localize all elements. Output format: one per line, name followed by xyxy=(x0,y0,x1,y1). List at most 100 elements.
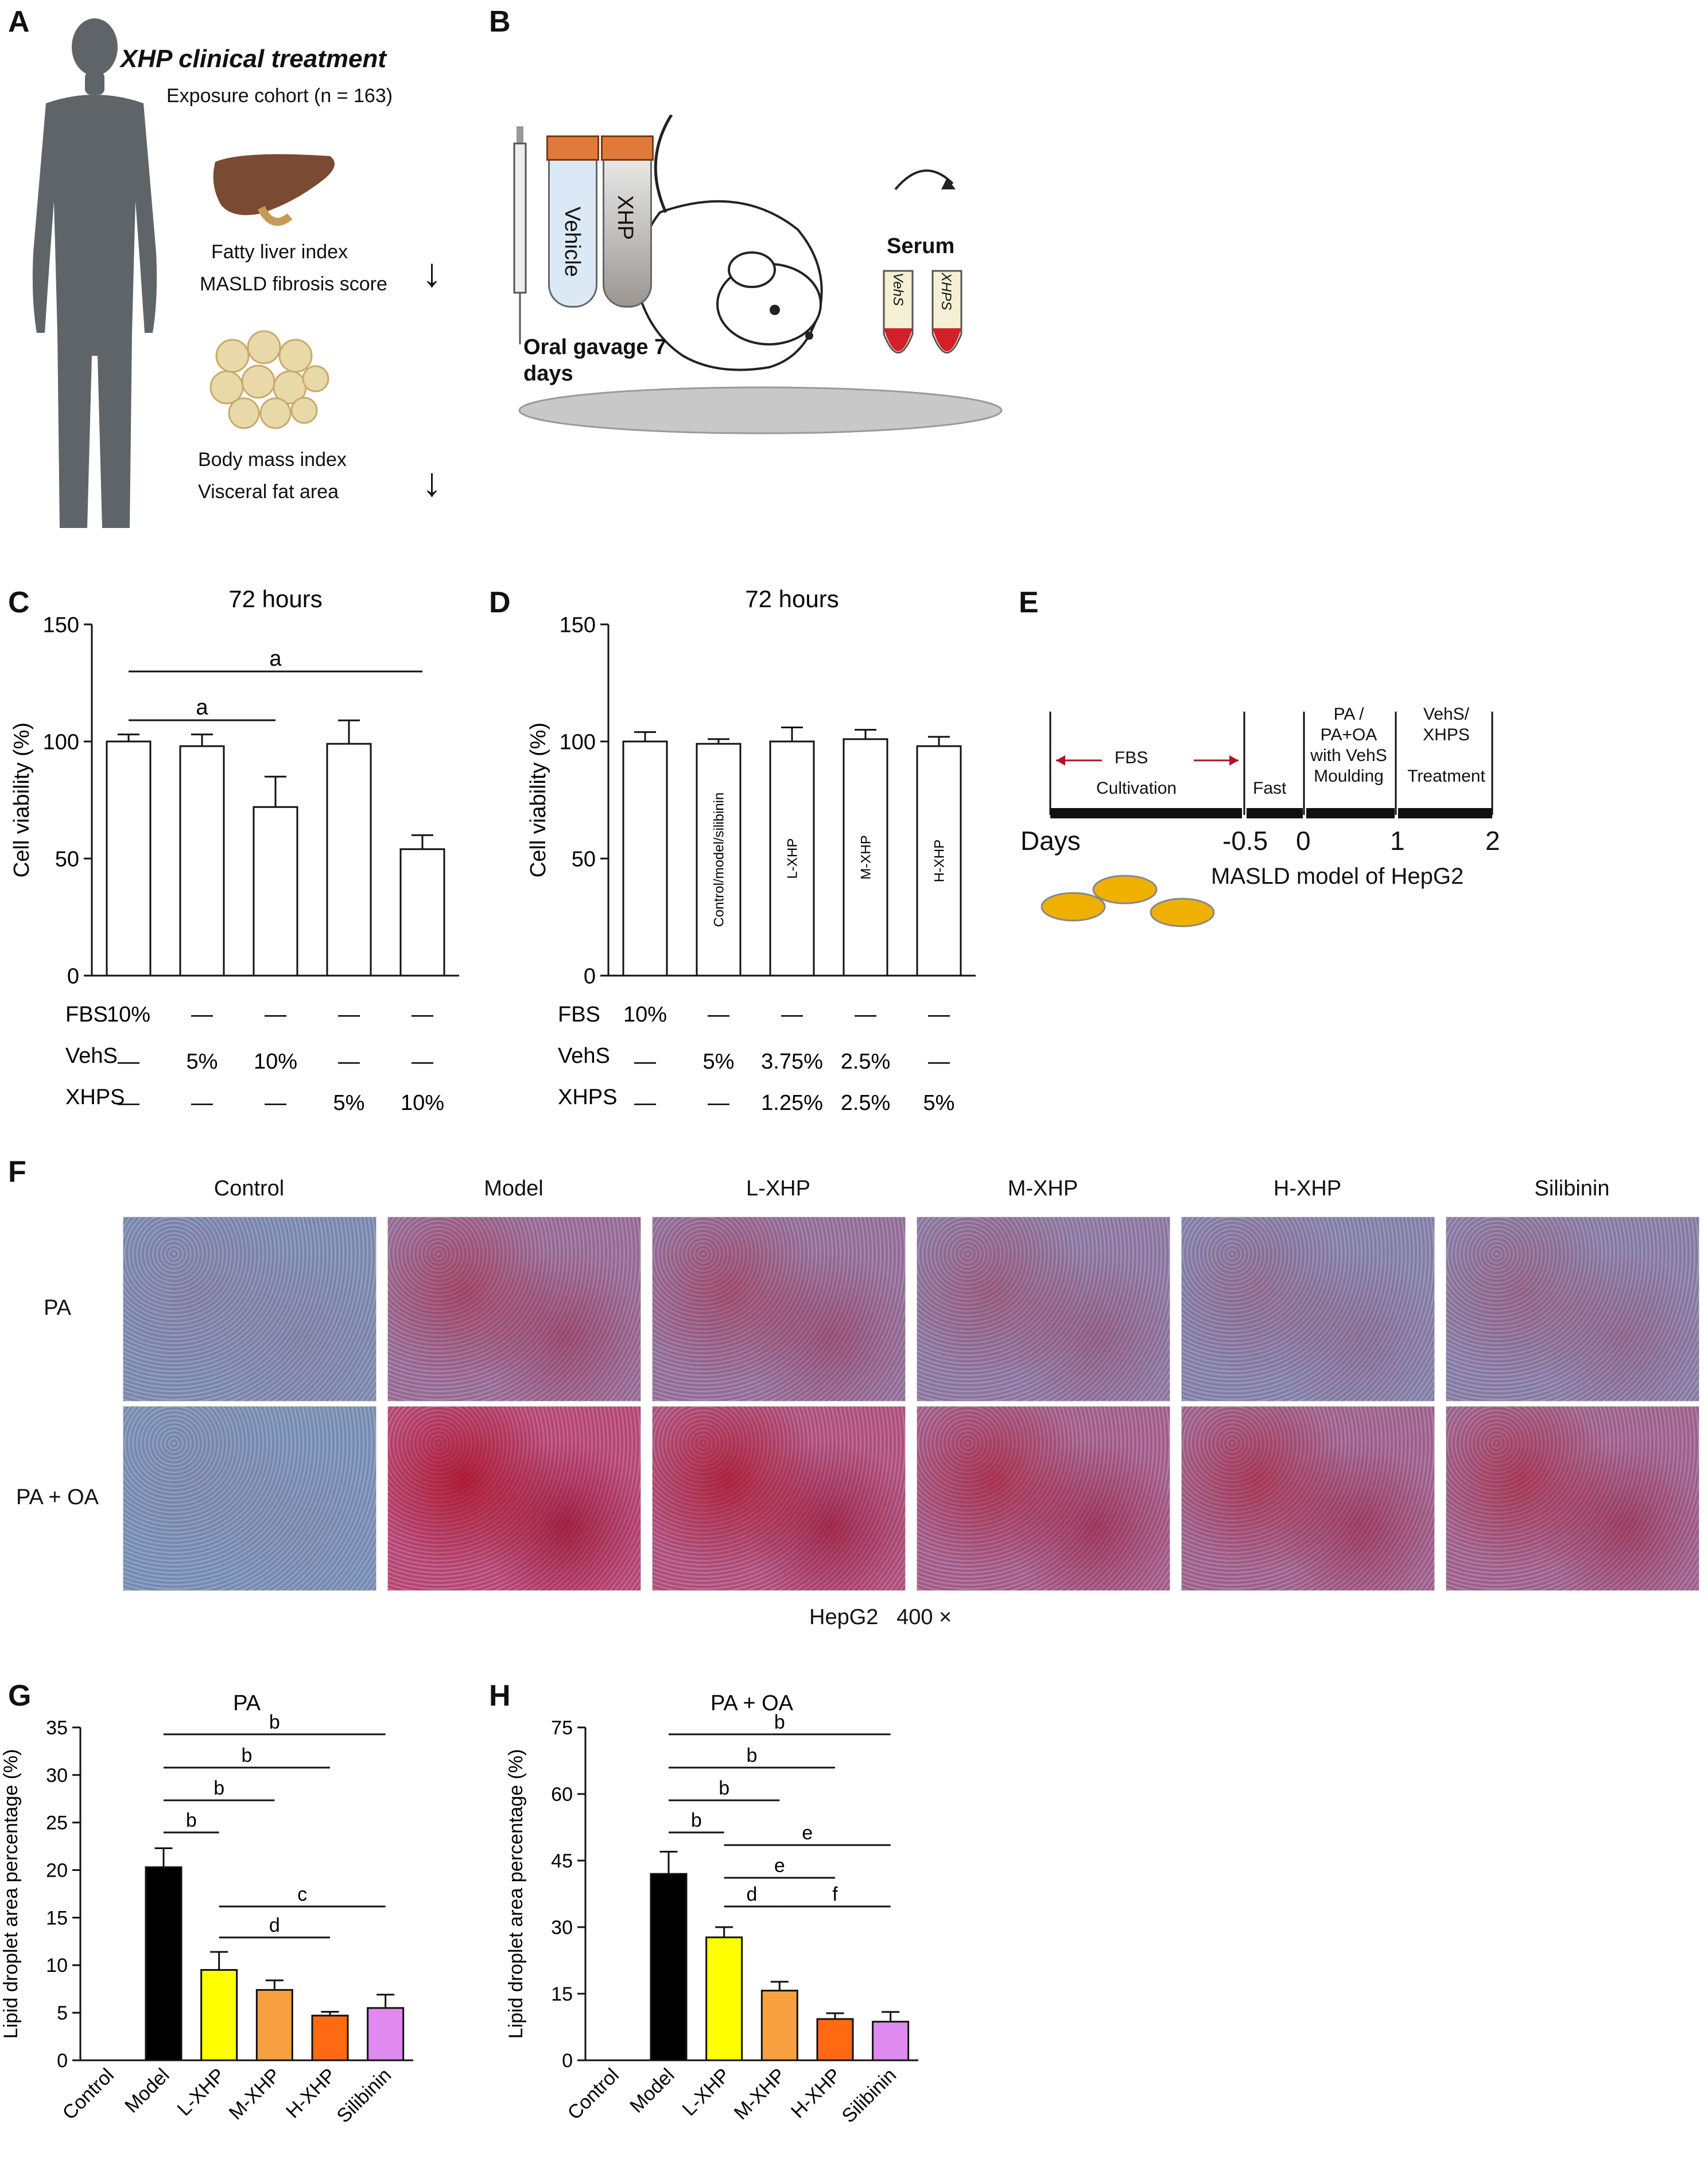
significance-label: a xyxy=(269,647,282,671)
significance-label: b xyxy=(186,1809,197,1831)
y-tick-label: 100 xyxy=(560,730,596,754)
timeline-pa-1: PA / xyxy=(1333,705,1364,724)
bar xyxy=(106,740,152,977)
y-tick-label: 150 xyxy=(560,613,596,637)
timeline-veh-3: Treatment xyxy=(1407,767,1485,786)
table-cell: 2.5% xyxy=(841,1091,891,1115)
timeline-fbs: FBS xyxy=(1115,748,1148,767)
table-cell: 10% xyxy=(623,1003,667,1027)
timeline-cultivation: Cultivation xyxy=(1096,779,1177,798)
table-cell: — xyxy=(412,1050,433,1074)
micrograph-image xyxy=(917,1217,1170,1401)
fat-line-2: Visceral fat area xyxy=(198,481,339,503)
table-cell: 10% xyxy=(401,1091,444,1115)
human-silhouette xyxy=(32,18,157,528)
significance-label: d xyxy=(269,1915,280,1936)
table-cell: — xyxy=(118,1050,139,1074)
bar-label: H-XHP xyxy=(931,840,947,883)
category-label: Model xyxy=(626,2064,678,2117)
row-header: XHPS xyxy=(65,1085,125,1109)
significance-label: b xyxy=(269,1711,280,1733)
timeline-model-label: MASLD model of HepG2 xyxy=(1211,864,1464,889)
xhp-tube xyxy=(603,138,652,308)
y-tick-label: 50 xyxy=(55,847,79,871)
y-tick-label: 50 xyxy=(572,847,596,871)
bar xyxy=(816,2018,854,2061)
micrograph-column-label: L-XHP xyxy=(746,1176,810,1201)
bar xyxy=(399,848,445,977)
y-axis-label: Cell viability (%) xyxy=(526,723,550,877)
y-tick-label: 75 xyxy=(551,1717,573,1739)
bar xyxy=(760,1990,798,2061)
table-cell: 10% xyxy=(254,1050,297,1074)
micrograph-image xyxy=(123,1406,376,1591)
y-tick-label: 10 xyxy=(46,1955,68,1977)
bar-label: L-XHP xyxy=(785,838,800,879)
micrograph-column-label: H-XHP xyxy=(1273,1176,1342,1201)
micrograph-image xyxy=(652,1406,906,1591)
chart-title: PA xyxy=(233,1691,261,1715)
significance-label: b xyxy=(719,1777,729,1799)
category-label: Model xyxy=(121,2064,173,2117)
table-cell: — xyxy=(118,1091,139,1115)
timeline-tick-neg05: -0.5 xyxy=(1222,826,1268,856)
category-label: H-XHP xyxy=(787,2064,845,2123)
xhp-tube-label: XHP xyxy=(613,195,637,240)
table-cell: 5% xyxy=(187,1050,218,1074)
table-cell: — xyxy=(855,1003,876,1027)
timeline-tick-1: 1 xyxy=(1390,826,1405,856)
vial-vehs-label: VehS xyxy=(890,273,906,306)
liver-icon xyxy=(213,154,335,226)
significance-label: b xyxy=(214,1777,224,1799)
bar xyxy=(179,745,225,977)
y-tick-label: 30 xyxy=(46,1765,68,1787)
chart-g: PA Lipid droplet area percentage (%) 0 5 10 1… xyxy=(0,1691,413,2127)
bar xyxy=(843,738,888,977)
micrograph-image xyxy=(1181,1406,1435,1591)
y-tick-label: 100 xyxy=(43,730,79,754)
xhp-tube-cap xyxy=(601,135,654,161)
panel-letter-e: E xyxy=(1019,586,1039,619)
table-cell: — xyxy=(928,1003,950,1027)
serum-vials xyxy=(883,270,962,354)
bar xyxy=(200,1969,238,2061)
y-tick-label: 0 xyxy=(57,2050,68,2072)
y-tick-label: 25 xyxy=(46,1812,68,1834)
category-label: Control xyxy=(59,2064,118,2124)
liver-line-2: MASLD fibrosis score xyxy=(200,273,387,295)
category-label: Control xyxy=(564,2064,623,2124)
significance-label: f xyxy=(832,1884,838,1905)
category-label: L-XHP xyxy=(678,2064,735,2121)
bar xyxy=(769,740,815,977)
row-header: FBS xyxy=(558,1003,600,1027)
micrograph-image xyxy=(387,1406,641,1591)
table-cell: — xyxy=(634,1091,656,1115)
bar xyxy=(705,1936,743,2061)
category-label: Silibinin xyxy=(333,2064,396,2127)
timeline-veh-1: VehS/ xyxy=(1423,705,1470,724)
y-axis-label: Lipid droplet area percentage (%) xyxy=(0,1749,22,2039)
micrograph-image xyxy=(652,1217,906,1401)
significance-label: b xyxy=(691,1809,702,1831)
panel-a-title: XHP clinical treatment xyxy=(121,45,386,73)
chart-h: PA + OA Lipid droplet area percentage (%)… xyxy=(505,1691,918,2127)
significance-label: c xyxy=(297,1884,307,1905)
liver-line-1: Fatty liver index xyxy=(211,241,348,263)
row-header: FBS xyxy=(65,1003,108,1027)
row-header: XHPS xyxy=(558,1085,617,1109)
y-tick-label: 60 xyxy=(551,1784,573,1805)
vial-xhps-label: XHPS xyxy=(938,273,954,310)
significance-label: b xyxy=(242,1745,253,1766)
vehicle-tube xyxy=(548,138,597,308)
y-tick-label: 5 xyxy=(57,2002,68,2024)
category-label: M-XHP xyxy=(225,2064,285,2124)
category-label: Silibinin xyxy=(838,2064,901,2127)
y-tick-label: 150 xyxy=(43,613,79,637)
micrograph-caption: HepG2 400 × xyxy=(809,1605,952,1629)
table-cell: — xyxy=(708,1091,729,1115)
timeline-pa-2: PA+OA xyxy=(1320,725,1377,744)
bar xyxy=(622,740,668,977)
fat-cells-icon xyxy=(209,330,329,429)
y-axis-label: Lipid droplet area percentage (%) xyxy=(505,1749,527,2039)
chart-title: 72 hours xyxy=(745,585,839,612)
